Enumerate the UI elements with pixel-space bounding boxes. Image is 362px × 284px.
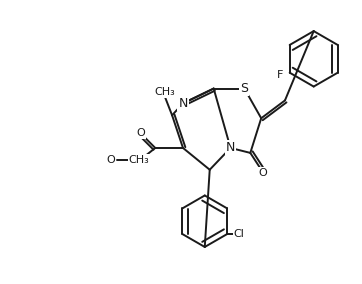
- Text: O: O: [136, 155, 145, 165]
- Text: S: S: [240, 82, 248, 95]
- Text: N: N: [226, 141, 235, 154]
- Text: F: F: [277, 70, 283, 80]
- Text: N: N: [178, 97, 188, 110]
- Text: O: O: [136, 128, 145, 138]
- Text: O: O: [106, 155, 115, 165]
- Text: CH₃: CH₃: [129, 155, 149, 165]
- Text: O: O: [259, 168, 268, 178]
- Text: Cl: Cl: [233, 229, 244, 239]
- Text: CH₃: CH₃: [155, 87, 176, 97]
